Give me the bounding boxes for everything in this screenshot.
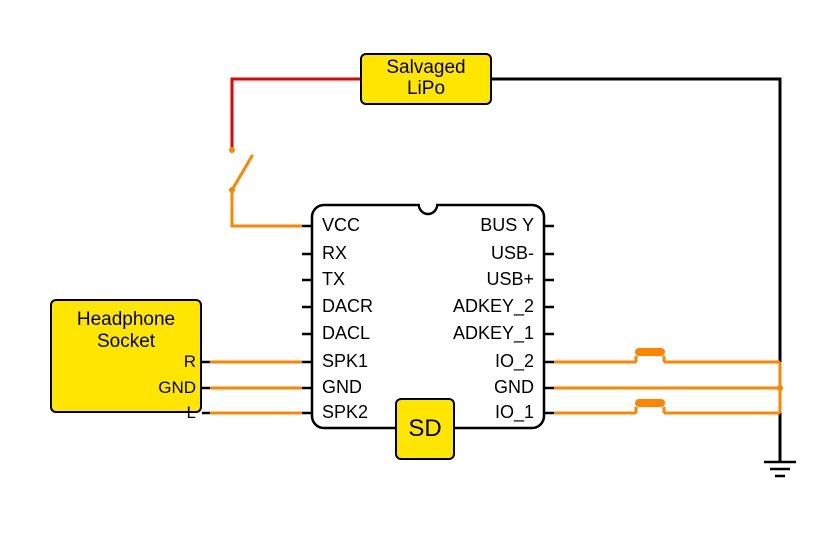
hp-line1: Headphone — [52, 309, 200, 331]
sd-card-box: SD — [395, 398, 455, 460]
chip-pin-io2: IO_2 — [495, 351, 534, 372]
hp-pin-l: L — [187, 403, 196, 423]
chip-pin-spk2: SPK2 — [322, 402, 368, 423]
chip-pin-busy: BUS Y — [480, 215, 534, 236]
chip-pin-gnd: GND — [494, 377, 534, 398]
chip-pin-dacl: DACL — [322, 323, 370, 344]
hp-line2: Socket — [52, 331, 200, 353]
chip-pin-usb: USB+ — [486, 269, 534, 290]
salvaged-lipo-box: Salvaged LiPo — [360, 53, 492, 105]
chip-pin-tx: TX — [322, 269, 345, 290]
chip-pin-gnd: GND — [322, 377, 362, 398]
chip-pin-io1: IO_1 — [495, 402, 534, 423]
sd-label: SD — [408, 415, 441, 443]
lipo-line2: LiPo — [407, 79, 445, 100]
chip-pin-spk1: SPK1 — [322, 351, 368, 372]
chip-pin-dacr: DACR — [322, 296, 373, 317]
chip-pin-rx: RX — [322, 243, 347, 264]
chip-pin-vcc: VCC — [322, 215, 360, 236]
chip-pin-adkey2: ADKEY_2 — [453, 296, 534, 317]
lipo-line1: Salvaged — [386, 58, 465, 79]
chip-pin-usb: USB- — [491, 243, 534, 264]
hp-pin-r: R — [184, 352, 196, 372]
chip-pin-adkey1: ADKEY_1 — [453, 323, 534, 344]
hp-pin-gnd: GND — [158, 378, 196, 398]
